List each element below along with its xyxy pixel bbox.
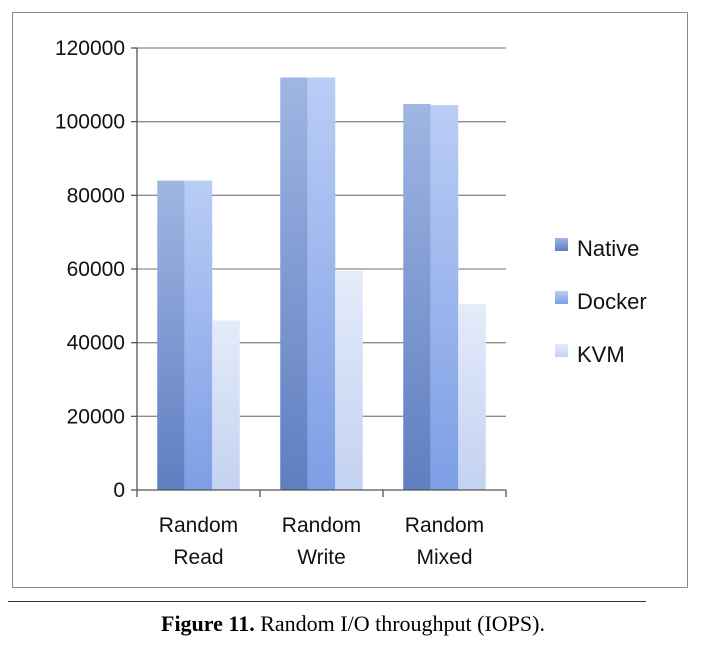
caption-rule [8, 601, 646, 602]
x-category-label: Random [405, 514, 484, 537]
legend-swatch-kvm [555, 344, 568, 357]
x-category-label: Write [297, 546, 346, 569]
y-tick-label: 60000 [67, 258, 125, 281]
bar-chart: 0 20000 40000 60000 80000 100000 120000 Random R… [55, 37, 647, 569]
x-category-label: Random [282, 514, 361, 537]
figure-caption-text: Random I/O throughput (IOPS). [260, 611, 545, 636]
bar-kvm-2 [458, 303, 486, 490]
axes: 0 20000 40000 60000 80000 100000 120000 Random R… [55, 37, 507, 569]
y-tick-label: 40000 [67, 332, 125, 355]
legend: Native Docker KVM [555, 236, 647, 367]
bar-native-2 [403, 103, 431, 490]
y-tick-label: 20000 [67, 405, 125, 428]
figure-number: Figure 11. [161, 611, 255, 636]
y-tick-label: 120000 [55, 37, 125, 60]
y-tick-label: 0 [113, 479, 125, 502]
figure-caption: Figure 11. Random I/O throughput (IOPS). [0, 611, 706, 637]
legend-swatch-docker [555, 291, 568, 304]
x-category-label: Read [173, 546, 223, 569]
bar-kvm-1 [335, 270, 363, 490]
legend-swatch-native [555, 238, 568, 251]
x-category-label: Random [159, 514, 238, 537]
legend-label-docker: Docker [577, 289, 647, 314]
bar-docker-2 [430, 105, 459, 490]
legend-label-native: Native [577, 236, 639, 261]
chart-frame: 0 20000 40000 60000 80000 100000 120000 Random R… [12, 12, 688, 588]
y-tick-label: 80000 [67, 184, 125, 207]
bar-kvm-0 [212, 320, 240, 490]
bar-native-1 [280, 77, 308, 490]
bar-docker-0 [184, 180, 213, 490]
x-category-label: Mixed [416, 546, 472, 569]
legend-label-kvm: KVM [577, 342, 625, 367]
y-tick-label: 100000 [55, 111, 125, 134]
bars [157, 77, 486, 490]
bar-docker-1 [307, 77, 336, 490]
bar-native-0 [157, 180, 185, 490]
